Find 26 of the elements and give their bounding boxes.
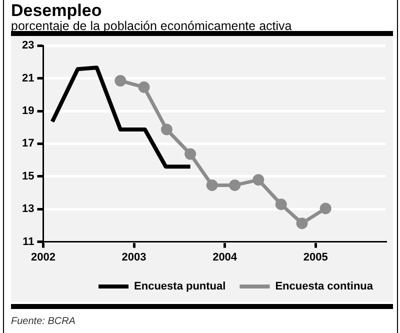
y-tick-label: 13 [22, 203, 34, 216]
point [275, 198, 287, 210]
y-tick-label: 21 [22, 72, 34, 84]
chart-title: Desempleo [11, 1, 102, 21]
point [138, 81, 150, 93]
y-tick-label: 19 [22, 105, 34, 118]
legend-label: Encuesta puntual [134, 280, 226, 293]
legend-label: Encuesta continua [275, 280, 374, 293]
y-tick-label: 17 [22, 138, 34, 150]
point [320, 202, 332, 214]
y-tick-label: 15 [22, 170, 34, 182]
x-tick-label: 2004 [212, 251, 238, 264]
point [206, 179, 218, 191]
x-tick-label: 2003 [122, 251, 146, 264]
chart-subtitle: porcentaje de la población económicamente activa [11, 19, 292, 33]
source-note: Fuente: BCRA [11, 316, 76, 327]
point [114, 75, 126, 87]
point [184, 148, 196, 160]
point [252, 174, 264, 186]
point [160, 124, 172, 136]
point [296, 218, 308, 230]
point [229, 179, 241, 191]
y-tick-label: 11 [22, 236, 34, 248]
x-tick-label: 2002 [30, 251, 56, 264]
y-tick-label: 23 [22, 40, 34, 52]
x-tick-label: 2005 [303, 251, 328, 264]
